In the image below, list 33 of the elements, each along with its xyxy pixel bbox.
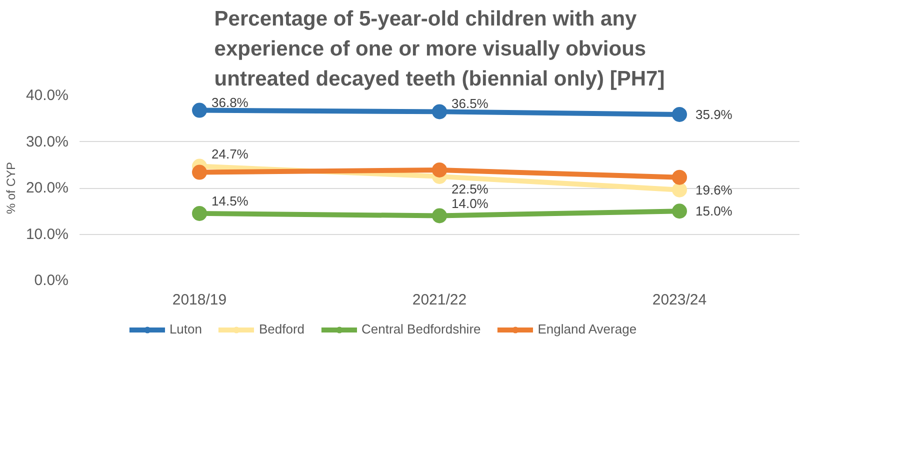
point — [192, 164, 207, 180]
data-label: 15.0% — [696, 204, 733, 219]
point — [432, 162, 447, 178]
y-tick-label: 30.0% — [26, 133, 69, 150]
y-tick-label: 40.0% — [26, 87, 69, 104]
data-label: 35.9% — [696, 106, 733, 122]
legend-label: Luton — [169, 322, 202, 336]
legend-label: England Average — [538, 322, 637, 336]
point — [432, 104, 447, 120]
point — [432, 208, 447, 224]
y-tick-label: 0.0% — [34, 272, 69, 289]
point — [672, 170, 687, 185]
x-tick-label: 2021/22 — [412, 292, 467, 308]
data-label: 24.7% — [212, 146, 249, 162]
point — [192, 206, 207, 221]
data-label: 14.5% — [212, 193, 249, 208]
data-label: 36.5% — [452, 96, 489, 112]
y-axis-title: % of CYP — [4, 162, 18, 214]
point — [672, 182, 687, 198]
data-label: 22.5% — [452, 181, 489, 196]
x-tick-label: 2018/19 — [172, 292, 227, 308]
data-label: 19.6% — [696, 182, 733, 198]
point — [192, 102, 207, 118]
y-tick-label: 20.0% — [26, 180, 69, 196]
chart-title: Percentage of 5-year-old children with any experience of one or more visually obvious untreated decayed teeth (biennial only) [PH7] — [214, 8, 665, 90]
legend-label: Central Bedfordshire — [362, 322, 481, 336]
legend-label: Bedford — [258, 322, 305, 336]
y-tick-label: 10.0% — [26, 226, 69, 243]
data-label: 36.8% — [212, 94, 249, 110]
data-label: 14.0% — [452, 196, 489, 211]
x-tick-label: 2023/24 — [652, 292, 707, 308]
point — [672, 204, 687, 219]
point — [672, 106, 687, 122]
